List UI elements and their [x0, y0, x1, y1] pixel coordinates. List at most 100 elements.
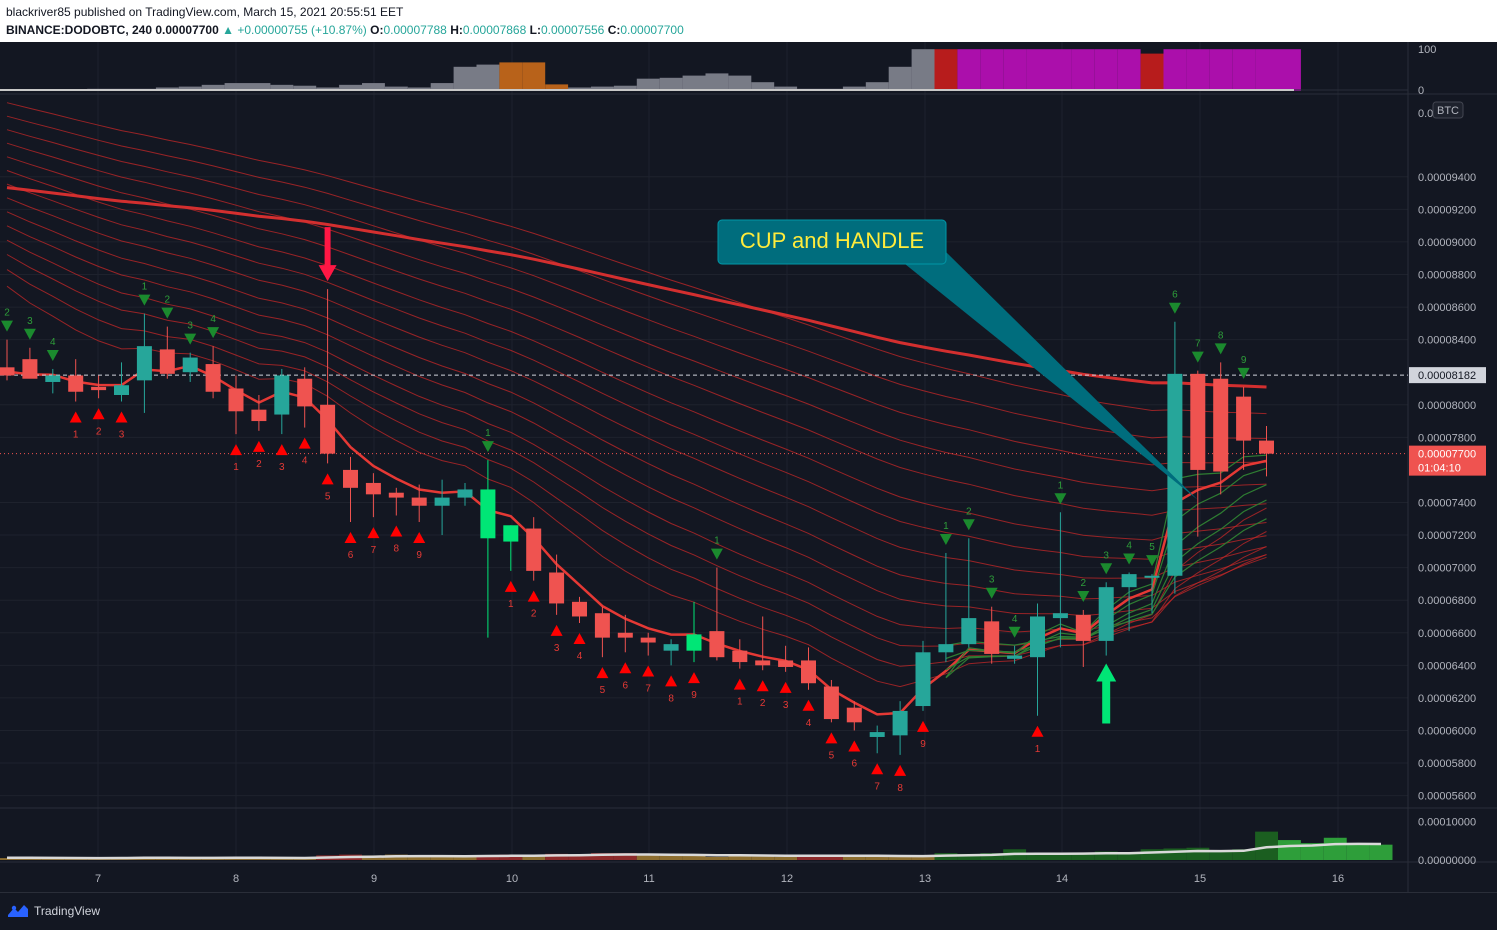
candle[interactable] [915, 640, 931, 711]
volume-bar [41, 858, 65, 860]
candle[interactable] [457, 482, 473, 506]
candle[interactable] [869, 725, 885, 754]
candle[interactable] [1030, 603, 1045, 716]
candle-body [45, 375, 61, 382]
candle-body [663, 644, 679, 651]
candle[interactable] [68, 359, 84, 402]
candle[interactable] [343, 456, 358, 523]
candle[interactable] [526, 517, 542, 581]
candle[interactable] [434, 479, 450, 536]
candle[interactable] [594, 606, 610, 658]
candle[interactable] [1190, 370, 1206, 537]
candle[interactable] [0, 339, 15, 381]
low-value: 0.00007556 [540, 23, 605, 37]
candle[interactable] [1007, 645, 1023, 664]
time-axis[interactable]: 7 8 9 10 11 12 13 14 15 16 [95, 873, 1344, 885]
candle[interactable] [297, 367, 313, 428]
candle[interactable] [755, 616, 771, 671]
candle[interactable] [801, 647, 816, 690]
buy-setup-count: 3 [187, 321, 193, 332]
tradingview-brand[interactable]: TradingView [34, 904, 101, 918]
volume-bar [636, 854, 660, 860]
sell-setup-count: 1 [233, 462, 239, 473]
candle[interactable] [732, 639, 748, 669]
price-tick-label: 0.0 [1418, 108, 1433, 120]
candle[interactable] [274, 368, 290, 435]
candle-body [732, 650, 748, 663]
candle[interactable] [1213, 362, 1229, 495]
candle[interactable] [1075, 609, 1091, 667]
currency-badge [1432, 101, 1464, 119]
candle[interactable] [45, 368, 61, 394]
volume-bar [568, 854, 591, 860]
candle[interactable] [136, 313, 152, 413]
price-axis[interactable]: 100 0 0.0 BTC 0.00009400 0.00009200 0.00009000… [1409, 44, 1486, 867]
candle[interactable] [159, 326, 175, 379]
candle[interactable] [1259, 425, 1274, 477]
sell-setup-count: 4 [577, 651, 583, 662]
candle[interactable] [182, 352, 198, 382]
candle[interactable] [572, 596, 587, 623]
candle[interactable] [503, 525, 519, 571]
ribbon-line [6, 225, 1267, 617]
candle[interactable] [1167, 321, 1183, 594]
candle[interactable] [1144, 574, 1160, 614]
candle[interactable] [686, 601, 702, 663]
ribbon-line [6, 183, 1267, 560]
candle-body [640, 637, 656, 643]
candle[interactable] [1236, 386, 1252, 470]
candle[interactable] [251, 395, 267, 431]
candle[interactable] [778, 645, 794, 672]
candlestick-series[interactable] [0, 289, 1274, 755]
buy-setup-triangle [1237, 367, 1250, 379]
candle[interactable] [1121, 572, 1137, 632]
ribbon-line [6, 211, 1267, 600]
candle[interactable] [846, 701, 862, 731]
ribbon-line [6, 102, 1267, 415]
sell-setup-triangle [619, 662, 632, 674]
candle[interactable] [411, 484, 427, 523]
candle[interactable] [205, 346, 221, 399]
tradingview-logo-icon[interactable] [6, 902, 30, 920]
candle[interactable] [549, 554, 565, 615]
oscillator-bar [1255, 49, 1278, 91]
volume-bar [476, 855, 500, 860]
candle[interactable] [709, 567, 725, 661]
candle[interactable] [388, 487, 404, 516]
candle[interactable] [938, 552, 954, 663]
candle[interactable] [823, 679, 839, 723]
oscillator-bar [705, 73, 729, 91]
candle[interactable] [617, 614, 633, 653]
price-tick-label: 0.00006600 [1418, 628, 1476, 640]
sell-setup-triangle [871, 763, 884, 775]
candle-body [91, 386, 107, 391]
candle[interactable] [365, 473, 381, 518]
candle[interactable] [961, 538, 977, 648]
candle-body [572, 601, 587, 617]
candle[interactable] [228, 375, 244, 435]
candle[interactable] [22, 347, 38, 379]
candle[interactable] [1098, 582, 1114, 656]
grid [0, 42, 1497, 892]
candle[interactable] [114, 362, 129, 402]
sell-setup-count: 5 [600, 685, 606, 696]
candle[interactable] [663, 639, 679, 666]
buy-setup-triangle [1, 320, 13, 332]
ribbon-line [6, 170, 1267, 541]
candle[interactable] [91, 375, 107, 399]
candle[interactable] [984, 606, 1000, 664]
oscillator-bar [911, 49, 935, 91]
candle[interactable] [892, 701, 908, 755]
low-label: L: [529, 23, 541, 37]
candle[interactable] [1052, 512, 1068, 648]
sell-setup-count: 2 [256, 459, 262, 470]
symbol-interval[interactable]: BINANCE:DODOBTC, 240 [6, 23, 153, 37]
candle[interactable] [640, 632, 656, 656]
callout-box[interactable] [717, 219, 947, 265]
candle[interactable] [480, 460, 496, 638]
buy-setup-count: 3 [989, 575, 995, 586]
cup-handle-callout[interactable]: CUP and HANDLE [717, 219, 1198, 500]
candle[interactable] [320, 289, 336, 464]
candle-body [251, 409, 267, 422]
